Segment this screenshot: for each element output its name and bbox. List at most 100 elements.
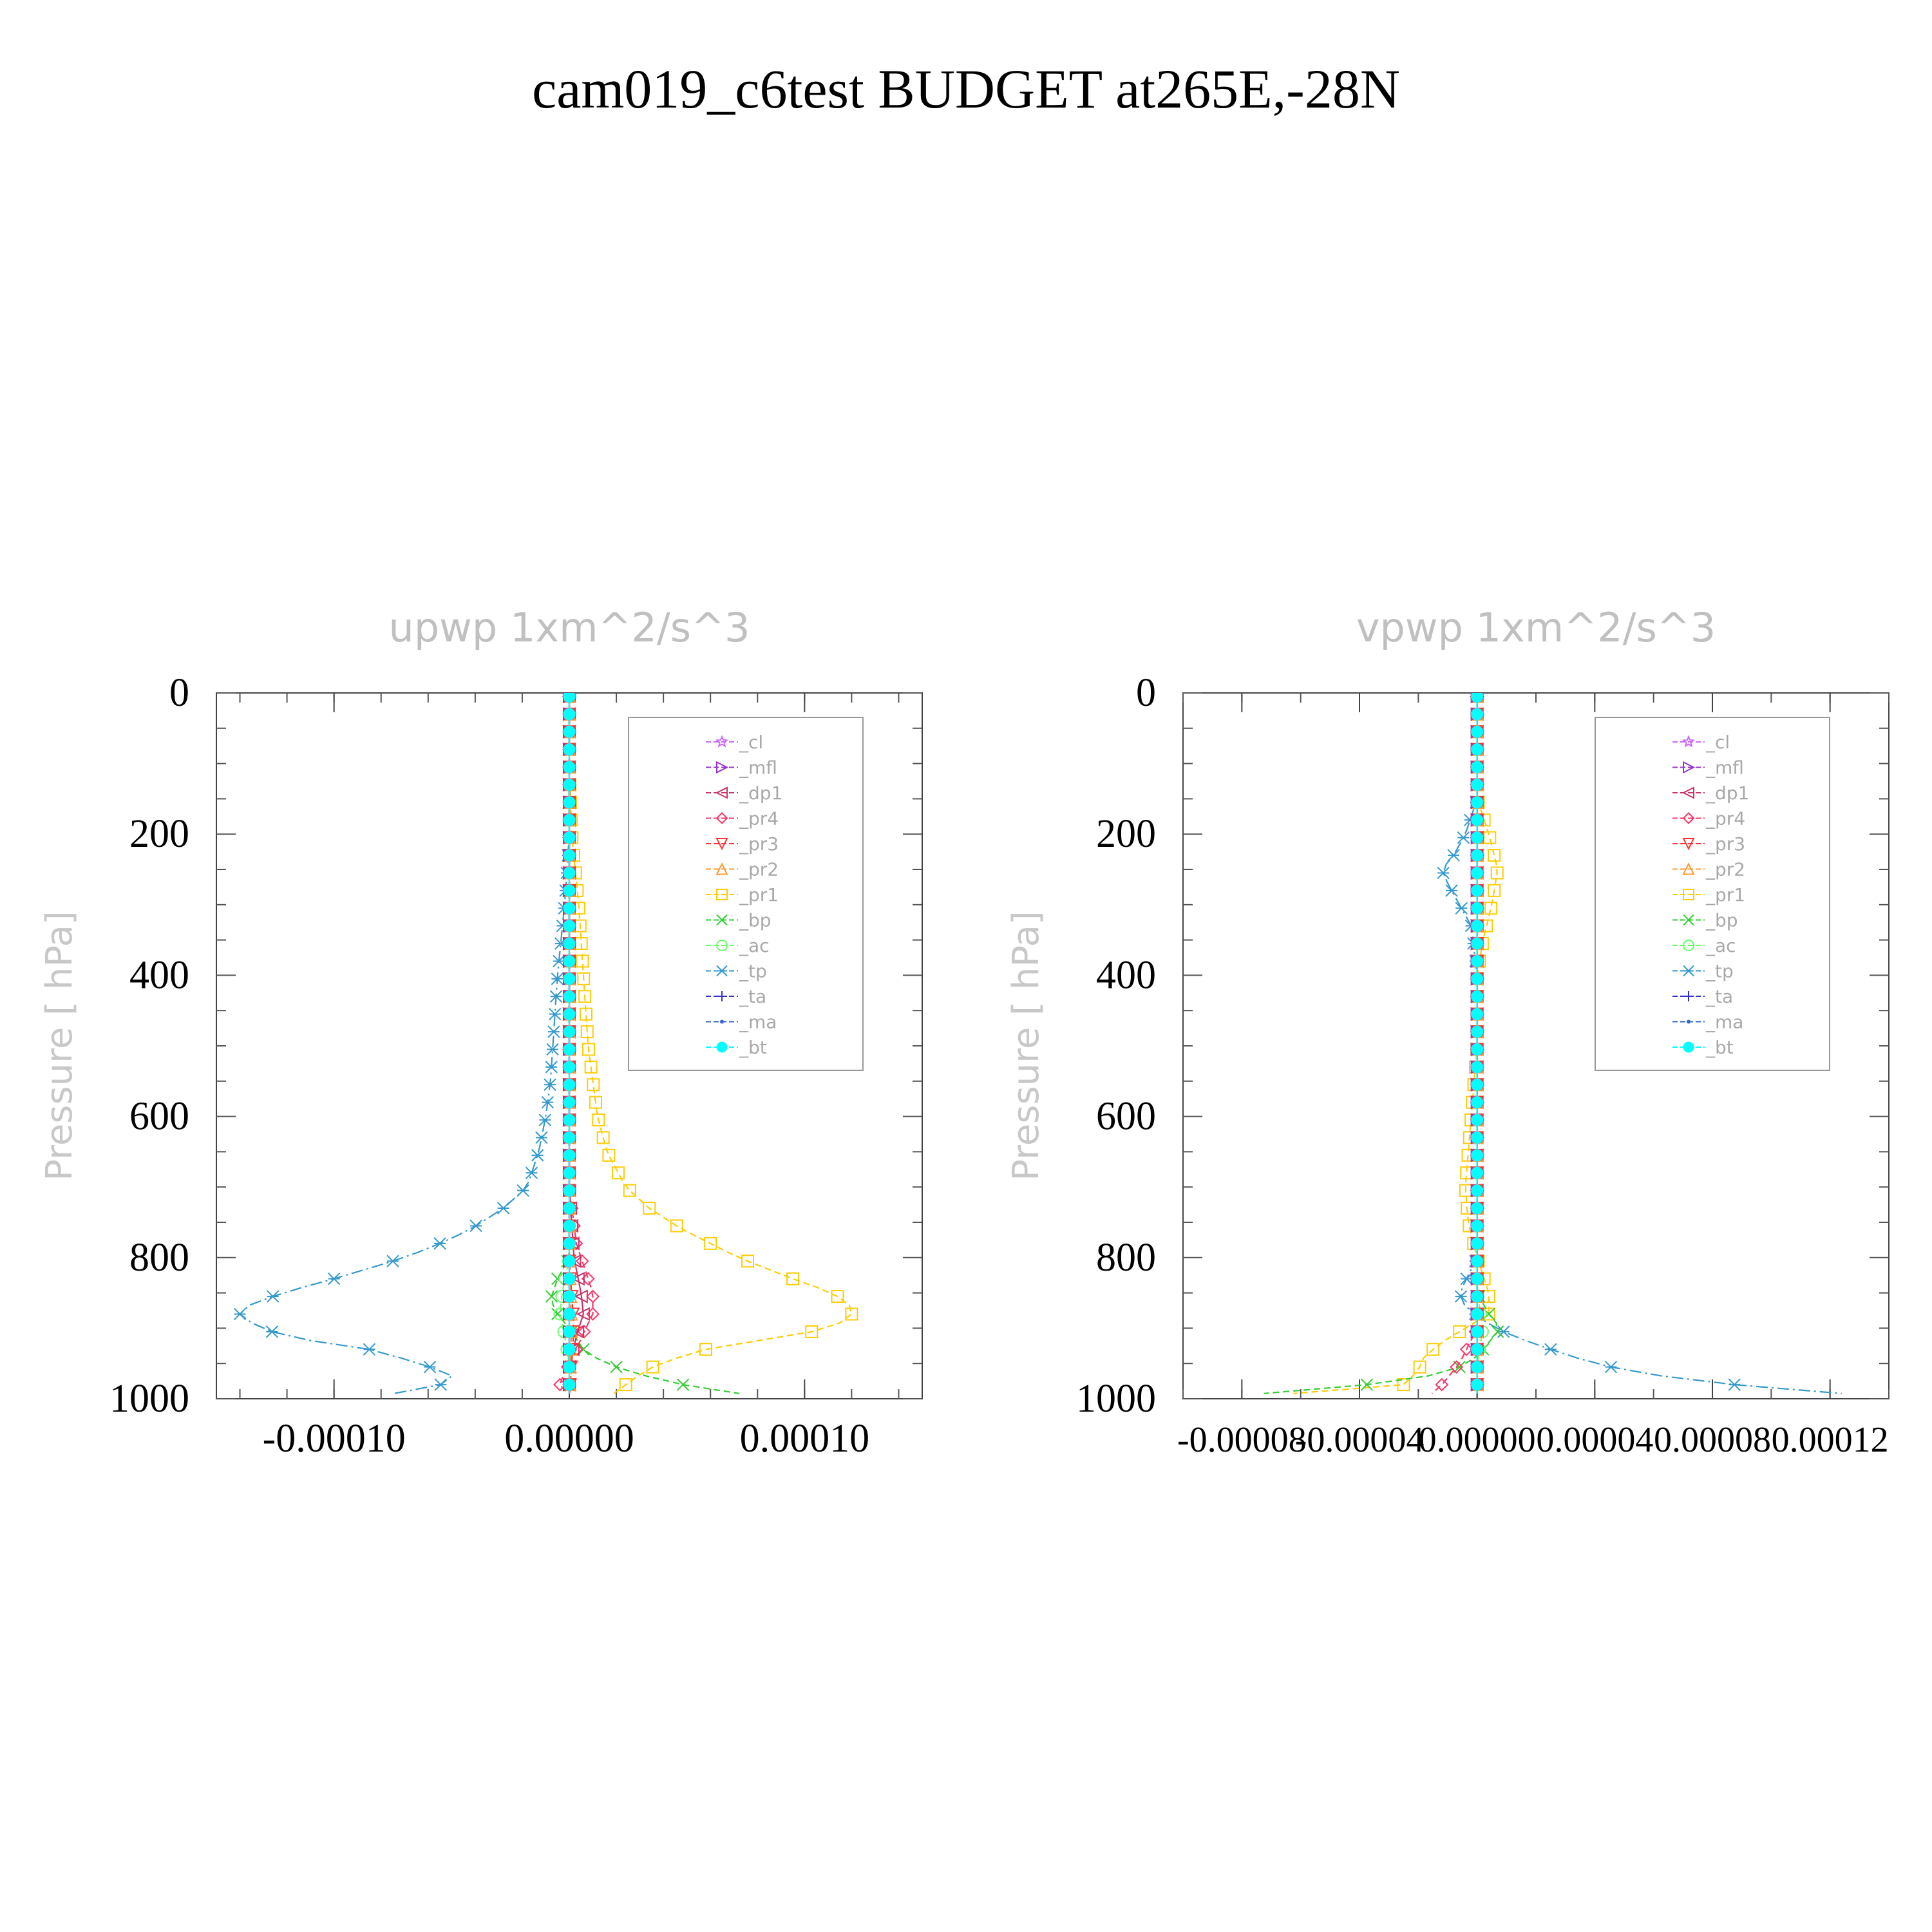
legend-item-tp: _tp (706, 961, 767, 982)
legend-marker (1681, 786, 1694, 799)
data-point (1450, 1360, 1464, 1374)
legend-label: _ta (739, 986, 766, 1007)
chart-title: vpwp 1xm^2/s^3 (1356, 604, 1716, 651)
data-point (1471, 954, 1484, 967)
data-point (544, 1078, 556, 1091)
page-title: cam019_c6test BUDGET at265E,-28N (532, 58, 1400, 120)
legend-item-pr2: _pr2 (1672, 859, 1745, 880)
data-point (563, 990, 576, 1003)
legend-item-pr2: _pr2 (706, 859, 779, 880)
legend-label: _pr2 (1705, 859, 1745, 880)
legend-label: _tp (1705, 961, 1734, 982)
data-point (1435, 1378, 1449, 1392)
legend-item-bp: _bp (1672, 910, 1738, 931)
series-line (238, 696, 571, 1394)
data-point (577, 1343, 590, 1356)
legend-item-ma: _ma (1672, 1012, 1743, 1033)
data-point (531, 1149, 544, 1162)
data-point (363, 1343, 376, 1356)
y-tick-label: 400 (129, 953, 189, 997)
legend-item-cl: _cl (706, 732, 763, 753)
data-point (579, 1007, 592, 1021)
legend-item-pr3: _pr3 (1672, 833, 1745, 855)
y-tick-label: 1000 (1076, 1377, 1156, 1421)
data-point (1413, 1360, 1426, 1374)
legend-marker (1681, 735, 1696, 748)
data-point (576, 1307, 590, 1321)
data-point (545, 1061, 558, 1074)
data-point (563, 866, 576, 879)
legend-marker (715, 786, 728, 799)
data-point (704, 1236, 717, 1250)
series-line (568, 696, 853, 1394)
data-point (563, 1219, 576, 1232)
data-point (1471, 831, 1484, 844)
data-point (1471, 849, 1484, 862)
legend-item-dp1: _dp1 (706, 782, 782, 804)
data-point (1471, 778, 1484, 791)
legend-label: _bp (739, 910, 772, 931)
data-point (584, 1060, 598, 1074)
data-point (1471, 708, 1484, 721)
data-point (1471, 1149, 1484, 1162)
data-point (1484, 902, 1498, 915)
series-group (1264, 693, 1842, 1394)
data-point (563, 1096, 576, 1109)
data-point (563, 743, 576, 756)
data-point (563, 1273, 576, 1285)
data-point (563, 1166, 576, 1179)
data-point (1471, 1166, 1484, 1179)
data-point (563, 1061, 576, 1074)
x-tick-label: -0.00004 (1295, 1420, 1425, 1460)
legend-label: _cl (739, 732, 763, 753)
legend-item-pr4: _pr4 (1672, 808, 1745, 829)
data-point (545, 1290, 558, 1303)
legend-label: _cl (1705, 732, 1730, 753)
data-point (1426, 1343, 1440, 1356)
data-point (563, 1307, 576, 1320)
x-tick-label: 0.00000 (504, 1417, 634, 1461)
legend-marker (716, 761, 729, 774)
y-tick-label: 600 (129, 1095, 189, 1139)
data-point (576, 954, 589, 968)
y-tick-label: 600 (1096, 1095, 1156, 1139)
legend-marker (716, 940, 728, 951)
y-tick-label: 0 (1136, 671, 1156, 715)
data-point (1471, 725, 1484, 738)
data-point (1471, 1325, 1484, 1338)
data-point (563, 1202, 576, 1215)
legend-marker (1687, 1019, 1690, 1024)
legend-item-ma: _ma (706, 1012, 777, 1033)
x-tick-label: 0.00004 (1536, 1420, 1653, 1460)
data-point (563, 1131, 576, 1144)
data-point (563, 725, 576, 738)
data-point (1471, 693, 1484, 703)
legend-marker (1683, 1041, 1694, 1053)
data-point (1488, 849, 1501, 862)
legend-label: _pr4 (1705, 808, 1745, 829)
y-tick-label: 400 (1096, 953, 1156, 997)
data-point (1471, 796, 1484, 809)
legend-marker (715, 735, 729, 748)
series-bt (1471, 693, 1484, 1394)
legend-item-pr1: _pr1 (1672, 884, 1745, 905)
x-tick-label: 0.00000 (1419, 1420, 1536, 1460)
data-point (327, 1272, 341, 1285)
data-point (563, 1008, 576, 1021)
data-point (1471, 1361, 1484, 1374)
data-point (1471, 1307, 1484, 1320)
data-point (423, 1360, 437, 1374)
data-point (563, 1078, 576, 1091)
x-tick-label: 0.00012 (1772, 1420, 1889, 1460)
data-point (563, 1361, 576, 1374)
legend-label: _ac (739, 935, 770, 956)
legend-label: _ta (1705, 986, 1733, 1007)
data-point (563, 778, 576, 791)
legend-label: _mfl (1705, 757, 1744, 779)
data-point (563, 954, 576, 967)
data-point (1471, 1202, 1484, 1215)
legend-label: _pr1 (1705, 884, 1745, 905)
data-point (1471, 1273, 1484, 1285)
legend-label: _ac (1705, 935, 1736, 956)
data-point (563, 693, 576, 703)
